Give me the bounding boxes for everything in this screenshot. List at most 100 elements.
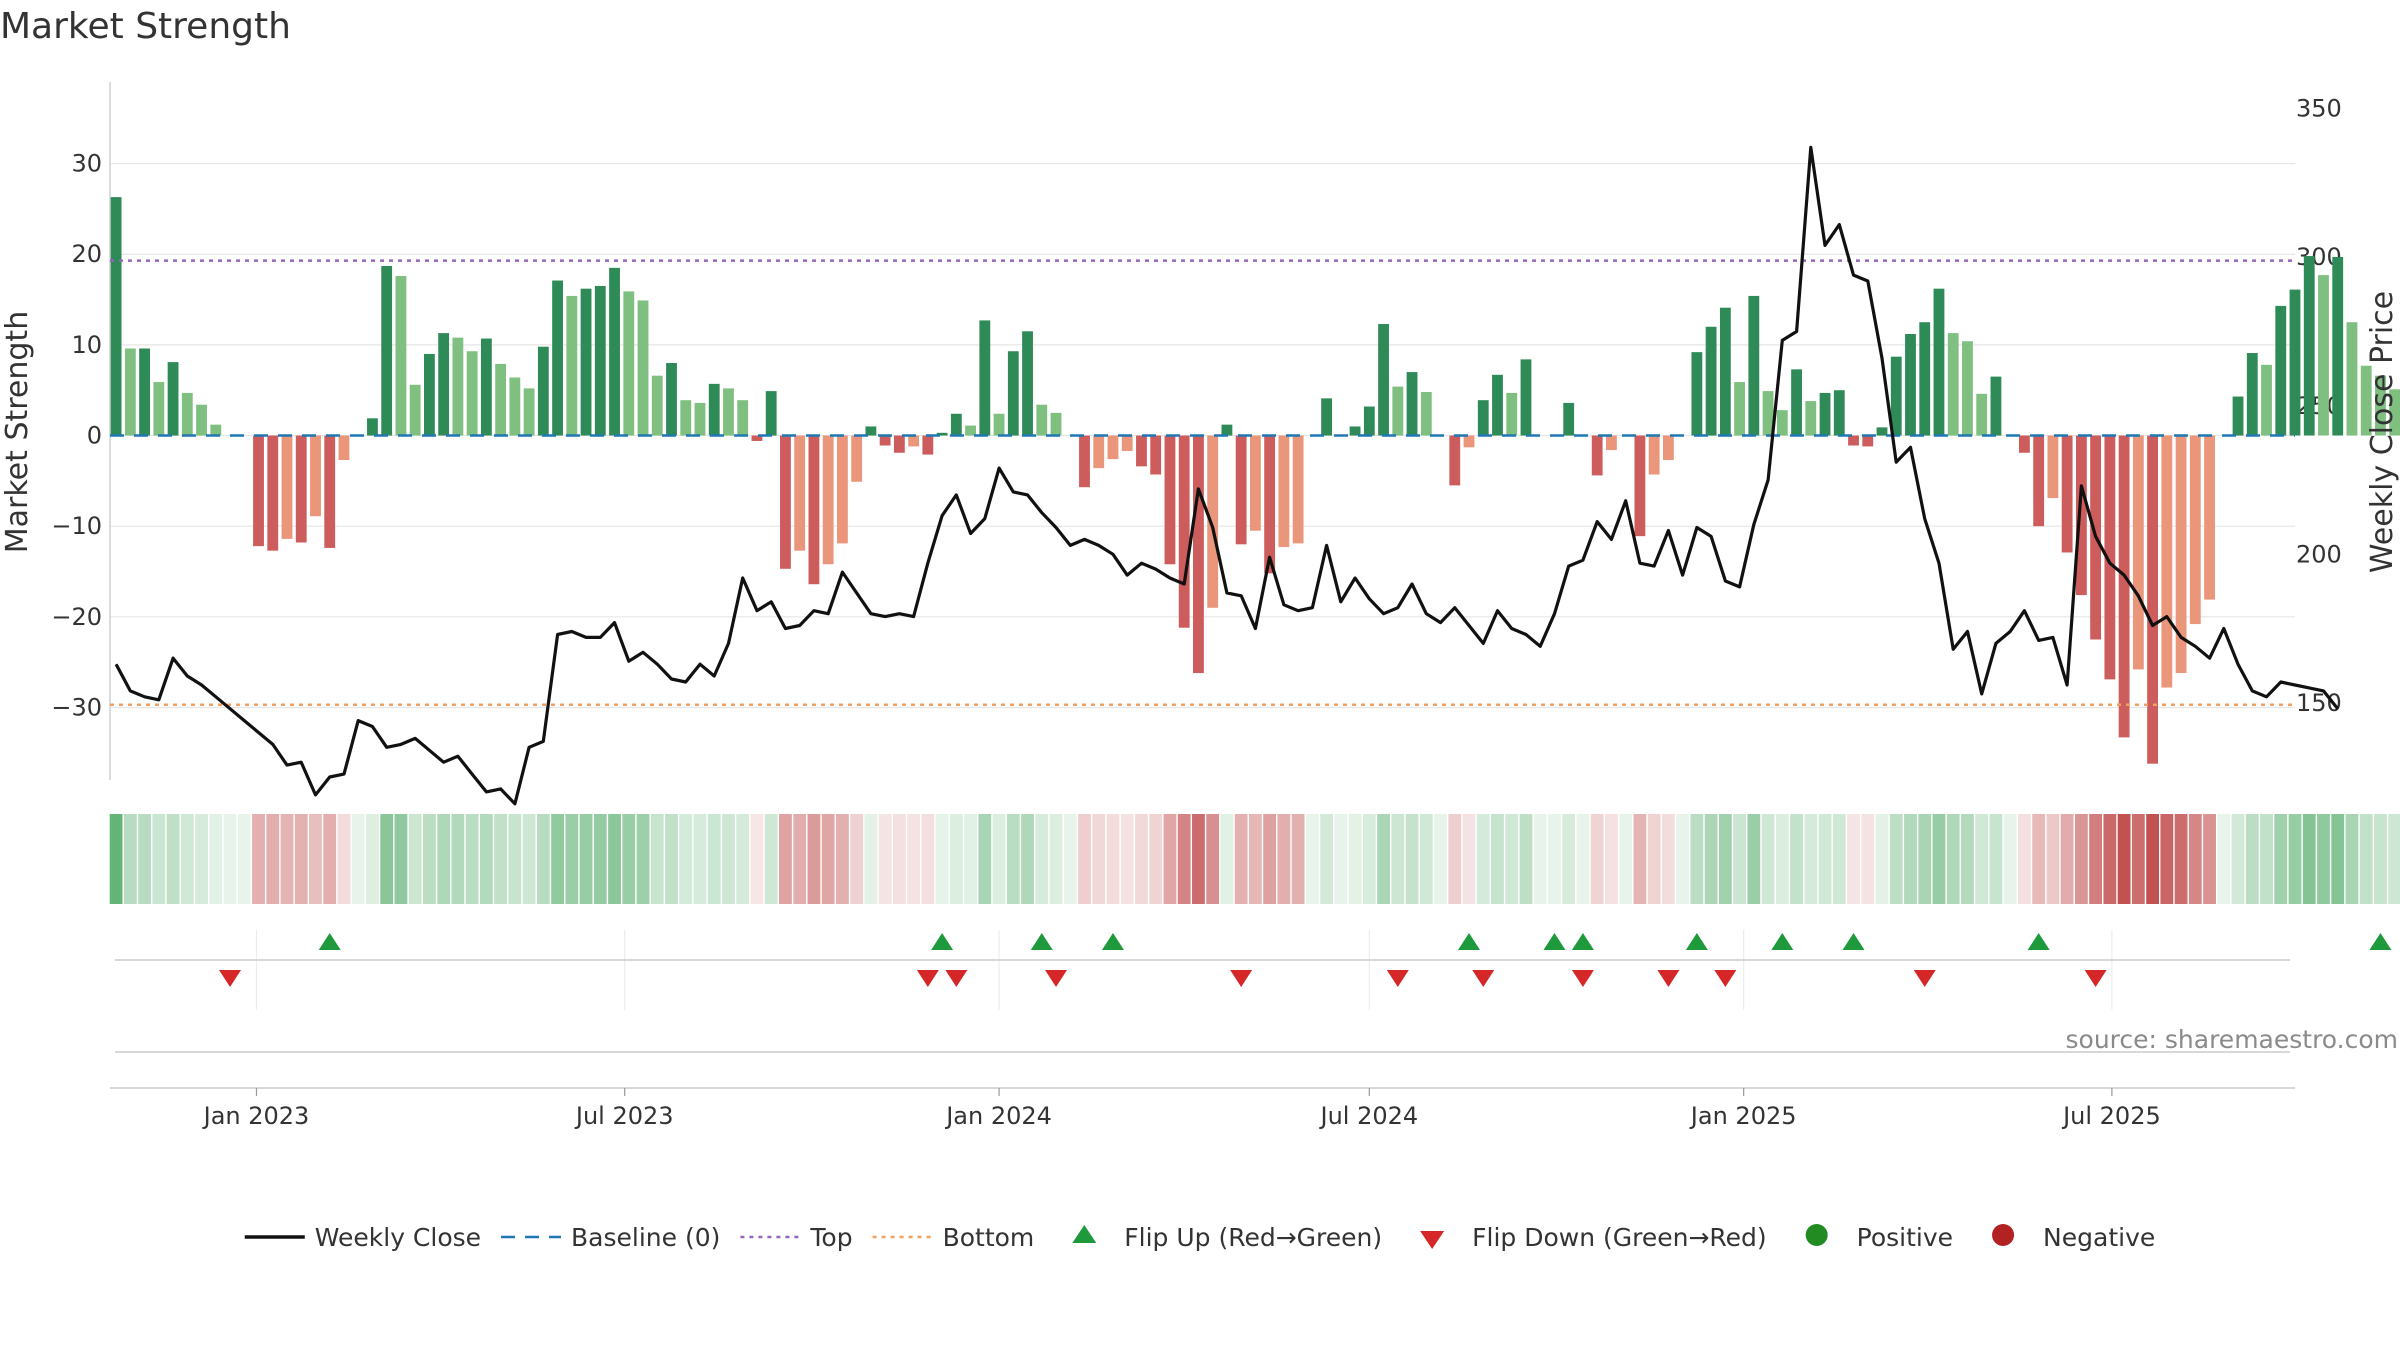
strength-bar	[637, 300, 649, 436]
heat-cell	[707, 814, 721, 904]
legend-label: Negative	[2043, 1223, 2155, 1252]
strength-bar	[1734, 382, 1746, 436]
heat-cell	[608, 814, 621, 904]
y-axis-ticks: −30 −20 −10 0 10 20 30	[51, 150, 102, 722]
heat-cell	[1690, 814, 1704, 904]
flip-up-marker	[318, 933, 341, 950]
legend-item: Baseline (0)	[501, 1223, 720, 1252]
heat-cell	[2188, 814, 2202, 904]
flip-down-marker	[1913, 970, 1936, 987]
flip-down-marker	[1472, 970, 1495, 987]
strength-bar	[1634, 435, 1646, 537]
strength-bar	[367, 418, 378, 436]
heat-cell	[1918, 814, 1932, 904]
heat-cell	[1989, 814, 2003, 904]
strength-bar	[1819, 392, 1831, 436]
heat-cell	[166, 814, 180, 904]
flip-down-marker	[945, 970, 968, 987]
strength-bar	[1962, 341, 1973, 436]
heat-cell	[508, 814, 522, 904]
strength-bar	[281, 435, 293, 539]
heat-cell	[237, 814, 251, 904]
heat-cell	[2160, 814, 2174, 904]
x-tick-label: Jan 2025	[1689, 1102, 1797, 1130]
strength-bar	[594, 285, 606, 436]
strength-bar	[2232, 396, 2244, 436]
flip-up-marker	[1101, 933, 1124, 950]
flip-down-marker	[1230, 970, 1253, 987]
flip-markers-panel	[115, 933, 2392, 987]
strength-bar	[1406, 372, 1418, 436]
bottom-panel	[110, 1051, 2295, 1089]
strength-bar	[1150, 435, 1162, 475]
strength-bar	[139, 348, 150, 436]
heat-cell	[223, 814, 237, 904]
heat-cell	[835, 814, 849, 904]
heat-cell	[622, 814, 636, 904]
heat-cell	[1248, 814, 1262, 904]
strength-bar	[1249, 435, 1261, 531]
heat-cell	[2359, 814, 2373, 904]
heat-cell	[1021, 814, 1034, 904]
y-tick-label: −30	[51, 693, 102, 721]
strength-bar	[922, 435, 934, 455]
strength-bar	[2118, 435, 2130, 738]
strength-bar	[1791, 369, 1802, 436]
heat-cell	[1505, 814, 1519, 904]
flip-down-marker	[2084, 970, 2107, 987]
strength-bar	[1776, 410, 1788, 436]
heat-cell	[479, 814, 493, 904]
heat-cell	[1704, 814, 1718, 904]
heat-cell	[1491, 814, 1504, 904]
heat-cell	[2131, 814, 2145, 904]
legend-label: Baseline (0)	[571, 1223, 720, 1252]
strength-bar	[1036, 404, 1048, 436]
heat-cell	[1633, 814, 1647, 904]
heat-cell	[1889, 814, 1903, 904]
strength-bar	[338, 435, 350, 461]
heat-cell	[1334, 814, 1348, 904]
heat-cell	[2317, 814, 2330, 904]
strength-bar	[2261, 364, 2272, 436]
heat-cell	[494, 814, 508, 904]
flip-up-marker	[1842, 933, 1865, 950]
legend-item: Flip Down (Green→Red)	[1420, 1223, 1767, 1252]
heat-cell	[1320, 814, 1334, 904]
strength-bar	[765, 391, 777, 436]
heat-cell	[1092, 814, 1106, 904]
heat-cell	[1562, 814, 1576, 904]
strength-bar	[2161, 435, 2173, 688]
heat-cell	[1861, 814, 1875, 904]
heat-cell	[1847, 814, 1860, 904]
strength-bar	[2033, 435, 2045, 527]
heat-cell	[2174, 814, 2188, 904]
legend-swatch	[1420, 1231, 1445, 1249]
strength-bar	[950, 413, 962, 436]
strength-bar	[1933, 288, 1945, 436]
heat-cell	[2274, 814, 2288, 904]
flip-down-marker	[219, 970, 242, 987]
strength-bar	[423, 353, 435, 436]
heat-cell	[764, 814, 778, 904]
heat-cell	[1234, 814, 1248, 904]
strength-bar	[110, 197, 122, 436]
flip-down-marker	[1657, 970, 1680, 987]
strength-bar	[2075, 435, 2087, 596]
strength-bar	[181, 392, 193, 436]
heat-cell	[1818, 814, 1832, 904]
heat-cell	[1120, 814, 1134, 904]
strength-bar	[1606, 435, 1617, 451]
heat-cell	[1733, 814, 1747, 904]
strength-bar	[2332, 256, 2344, 436]
strength-bar	[2389, 389, 2400, 436]
strength-bar	[2019, 435, 2030, 453]
strength-bar	[1420, 392, 1432, 436]
strength-bar	[1007, 351, 1019, 436]
heat-cell	[408, 814, 422, 904]
strength-bar	[2147, 435, 2158, 764]
heat-cell	[2089, 814, 2103, 904]
heat-cell	[636, 814, 650, 904]
strength-bar	[2289, 289, 2301, 436]
legend-swatch	[1805, 1224, 1828, 1246]
heat-cell	[437, 814, 451, 904]
